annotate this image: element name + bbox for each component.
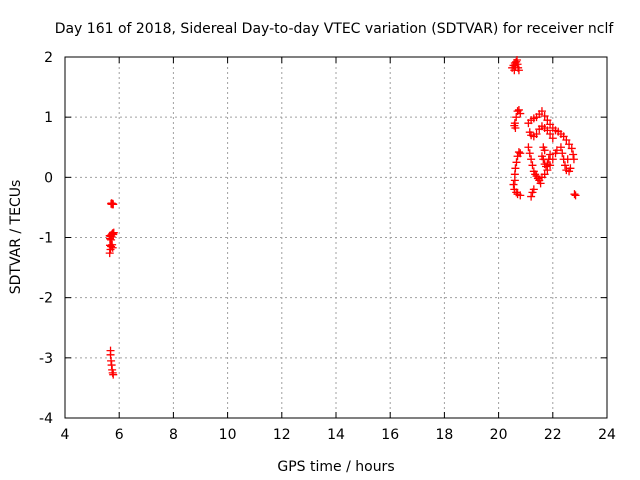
data-point bbox=[570, 190, 579, 199]
data-point bbox=[510, 66, 519, 75]
data-point bbox=[516, 191, 525, 200]
data-point bbox=[544, 155, 553, 164]
data-point bbox=[571, 191, 580, 200]
data-point bbox=[552, 146, 561, 155]
data-point bbox=[531, 170, 540, 179]
data-point bbox=[528, 188, 537, 197]
data-point bbox=[514, 105, 523, 114]
data-point bbox=[528, 161, 537, 170]
data-point bbox=[556, 143, 565, 152]
y-tick-label: 1 bbox=[44, 110, 53, 126]
y-tick-label: -4 bbox=[39, 411, 53, 427]
data-point bbox=[524, 143, 533, 152]
y-axis-label: SDTVAR / TECUs bbox=[8, 180, 24, 295]
data-point bbox=[109, 228, 118, 237]
grid-lines bbox=[65, 57, 607, 418]
data-point bbox=[106, 245, 115, 254]
y-tick-label: -3 bbox=[39, 351, 53, 367]
data-point bbox=[516, 109, 525, 118]
data-point bbox=[533, 174, 542, 183]
data-point bbox=[512, 158, 521, 167]
data-point bbox=[512, 188, 521, 197]
y-tick-label: 2 bbox=[44, 50, 53, 66]
data-point bbox=[566, 164, 575, 173]
data-point bbox=[514, 148, 523, 157]
x-tick-label: 18 bbox=[435, 427, 453, 443]
data-point bbox=[536, 179, 545, 188]
data-point bbox=[513, 56, 522, 65]
x-tick-label: 12 bbox=[273, 427, 291, 443]
data-point bbox=[567, 144, 576, 153]
data-point bbox=[527, 155, 536, 164]
x-tick-label: 24 bbox=[598, 427, 616, 443]
data-point bbox=[525, 149, 534, 158]
data-point bbox=[527, 192, 536, 201]
data-point bbox=[546, 130, 555, 139]
data-point bbox=[540, 111, 549, 120]
data-point bbox=[562, 136, 571, 145]
data-point bbox=[569, 150, 578, 159]
data-points bbox=[105, 56, 580, 379]
data-point bbox=[109, 370, 118, 379]
data-point bbox=[109, 200, 118, 209]
x-tick-label: 16 bbox=[381, 427, 399, 443]
x-tick-label: 22 bbox=[544, 427, 562, 443]
data-point bbox=[511, 164, 520, 173]
data-point bbox=[539, 143, 548, 152]
x-tick-label: 10 bbox=[219, 427, 237, 443]
x-tick-label: 4 bbox=[61, 427, 70, 443]
data-point bbox=[512, 113, 521, 122]
data-point bbox=[563, 155, 572, 164]
data-point bbox=[540, 170, 549, 179]
data-point bbox=[565, 140, 574, 149]
data-point bbox=[510, 121, 519, 130]
data-point bbox=[532, 130, 541, 139]
data-point bbox=[560, 161, 569, 170]
chart-title: Day 161 of 2018, Sidereal Day-to-day VTE… bbox=[55, 21, 615, 37]
data-point bbox=[548, 134, 557, 143]
data-point bbox=[546, 150, 555, 159]
x-axis-label: GPS time / hours bbox=[277, 459, 394, 475]
data-point bbox=[511, 62, 520, 71]
x-tick-label: 8 bbox=[169, 427, 178, 443]
data-point bbox=[543, 116, 552, 125]
data-point bbox=[105, 249, 114, 258]
x-tick-label: 20 bbox=[490, 427, 508, 443]
y-tick-label: 0 bbox=[44, 170, 53, 186]
data-point bbox=[509, 180, 518, 189]
data-point bbox=[516, 149, 525, 158]
y-tick-label: -1 bbox=[39, 231, 53, 247]
y-tick-label: -2 bbox=[39, 291, 53, 307]
x-tick-label: 14 bbox=[327, 427, 345, 443]
data-point bbox=[543, 160, 552, 169]
x-tick-label: 6 bbox=[115, 427, 124, 443]
data-point bbox=[558, 149, 567, 158]
data-point bbox=[537, 107, 546, 116]
